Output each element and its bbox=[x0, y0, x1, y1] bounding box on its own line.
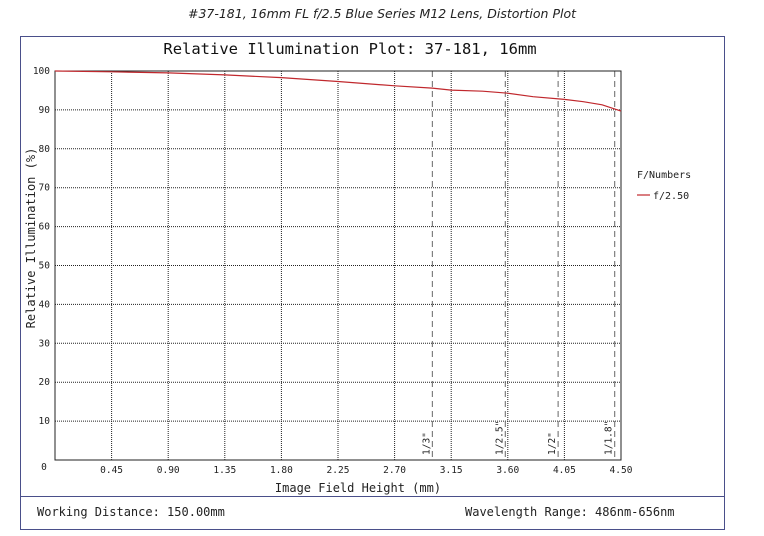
x-tick-label: 3.15 bbox=[440, 465, 463, 476]
x-tick-label: 2.70 bbox=[383, 465, 406, 476]
x-tick-label: 3.60 bbox=[496, 465, 519, 476]
tick-label-layer: 0.45 0.90 1.35 1.80 2.25 2.70 3.15 3.60 4.05 4.50… bbox=[33, 66, 633, 476]
x-axis-label: Image Field Height (mm) bbox=[275, 481, 441, 495]
wavelength-range-text: Wavelength Range: 486nm-656nm bbox=[465, 505, 675, 519]
x-tick-label: 2.25 bbox=[327, 465, 350, 476]
series-layer bbox=[54, 70, 622, 112]
grid-layer bbox=[55, 71, 621, 460]
sensor-marker-label: 1/3" bbox=[421, 432, 432, 455]
x-tick-label: 4.05 bbox=[553, 465, 576, 476]
chart-title: Relative Illumination Plot: 37-181, 16mm bbox=[163, 40, 536, 58]
figure-caption: #37-181, 16mm FL f/2.5 Blue Series M12 L… bbox=[187, 6, 577, 21]
plot-area-border bbox=[54, 70, 622, 461]
sensor-marker-label: 1/1.8" bbox=[604, 421, 615, 455]
origin-tick-label: 0 bbox=[41, 462, 47, 473]
y-tick-label: 60 bbox=[39, 222, 51, 233]
x-tick-label: 1.35 bbox=[213, 465, 236, 476]
y-tick-label: 10 bbox=[39, 416, 51, 427]
sensor-marker-layer: 1/3" 1/2.5" 1/2" 1/1.8" bbox=[421, 71, 616, 460]
y-tick-label: 90 bbox=[39, 105, 51, 116]
sensor-marker-label: 1/2" bbox=[547, 432, 558, 455]
x-tick-label: 0.45 bbox=[100, 465, 123, 476]
legend-title: F/Numbers bbox=[637, 170, 691, 181]
footer-divider bbox=[20, 496, 725, 497]
y-tick-label: 80 bbox=[39, 144, 51, 155]
x-tick-label: 1.80 bbox=[270, 465, 293, 476]
y-tick-label: 70 bbox=[39, 183, 51, 194]
y-axis-label: Relative Illumination (%) bbox=[24, 148, 38, 329]
legend-label-f2-50: f/2.50 bbox=[653, 191, 689, 202]
series-line-f2-50 bbox=[54, 70, 622, 112]
y-tick-label: 30 bbox=[39, 338, 51, 349]
x-tick-label: 0.90 bbox=[157, 465, 180, 476]
plot-frame bbox=[20, 36, 725, 530]
y-tick-label: 100 bbox=[33, 66, 50, 77]
y-tick-label: 50 bbox=[39, 261, 51, 272]
sensor-marker-label: 1/2.5" bbox=[494, 421, 505, 455]
y-tick-label: 20 bbox=[39, 377, 51, 388]
y-tick-label: 40 bbox=[39, 299, 51, 310]
x-tick-label: 4.50 bbox=[610, 465, 633, 476]
working-distance-text: Working Distance: 150.00mm bbox=[37, 505, 225, 519]
